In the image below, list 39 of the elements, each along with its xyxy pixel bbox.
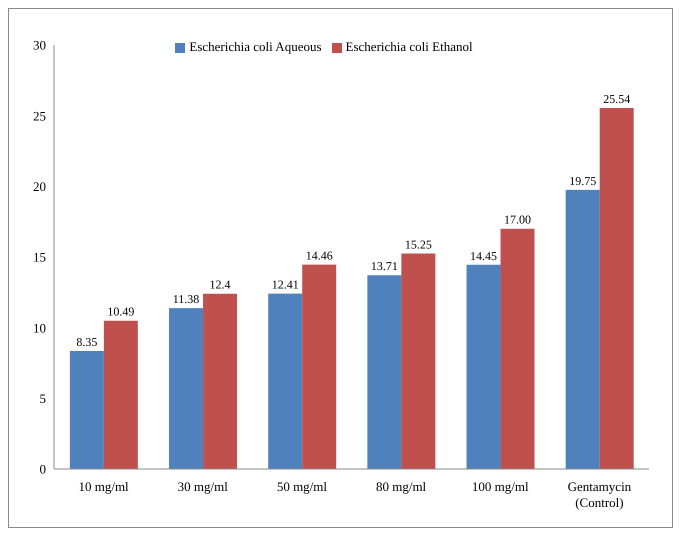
bar — [566, 190, 600, 469]
bar — [367, 275, 402, 469]
y-tick-label: 20 — [33, 178, 46, 194]
bar — [203, 294, 238, 469]
bar — [104, 320, 138, 469]
data-label: 12.41 — [272, 278, 299, 292]
data-label: 10.49 — [107, 304, 134, 319]
x-tick-label: 10 mg/ml — [78, 479, 130, 494]
bar — [169, 308, 204, 469]
bar — [268, 294, 302, 469]
y-tick-label: 30 — [33, 38, 46, 53]
data-label: 17.00 — [504, 212, 532, 227]
bar — [401, 253, 436, 469]
legend-label: Escherichia coli Aqueous — [189, 39, 322, 54]
data-label: 14.45 — [470, 248, 498, 263]
data-label: 14.46 — [306, 248, 333, 263]
data-label: 11.38 — [172, 292, 200, 306]
bar — [70, 350, 104, 469]
data-label: 19.75 — [569, 174, 596, 188]
legend-label: Escherichia coli Ethanol — [346, 39, 473, 54]
y-tick-label: 25 — [33, 108, 46, 124]
y-tick-label: 10 — [33, 320, 46, 336]
y-tick-label: 5 — [40, 390, 46, 406]
bar — [500, 228, 535, 469]
bar — [466, 264, 501, 469]
bar — [302, 264, 336, 469]
y-tick-label: 0 — [40, 462, 46, 477]
x-tick-label: Gentamycin (Control) — [568, 479, 632, 510]
y-tick-label: 15 — [33, 250, 46, 265]
x-tick-label: 50 mg/ml — [276, 479, 328, 494]
data-label: 8.35 — [76, 334, 98, 349]
data-label: 12.4 — [210, 278, 231, 292]
x-tick-label: 80 mg/ml — [376, 479, 427, 494]
x-tick-label: 30 mg/ml — [178, 479, 228, 494]
data-label: 15.25 — [404, 237, 432, 252]
x-tick-label: 100 mg/ml — [472, 479, 529, 494]
data-label: 13.71 — [370, 259, 398, 274]
bar — [600, 108, 634, 469]
data-label: 25.54 — [603, 92, 630, 106]
